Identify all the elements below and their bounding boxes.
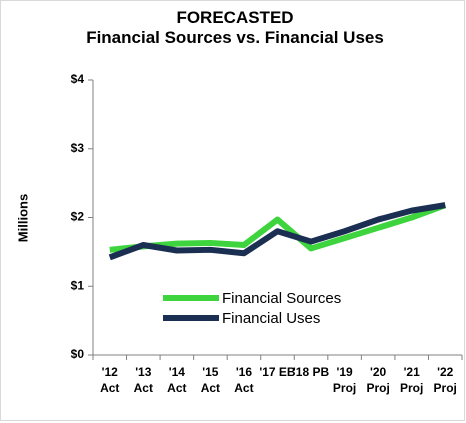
x-tick-label: '22 Proj <box>433 365 457 395</box>
x-tick-label: '18 PB <box>292 365 330 379</box>
y-tick-label: $4 <box>71 72 85 86</box>
y-tick-label: $3 <box>71 141 85 155</box>
y-tick-label: $1 <box>71 278 85 292</box>
x-tick-label: '15 Act <box>200 365 221 395</box>
x-tick-label: '17 EB <box>259 365 296 379</box>
y-tick-label: $0 <box>71 347 85 361</box>
line-series <box>109 202 447 253</box>
x-tick-label: '14 Act <box>167 365 187 395</box>
chart-subtitle: Financial Sources vs. Financial Uses <box>86 28 384 47</box>
x-tick-label: '21 Proj <box>400 365 424 395</box>
x-tick-label: '19 Proj <box>332 365 357 395</box>
x-tick-label: '12 Act <box>100 365 120 395</box>
legend-label: Financial Sources <box>222 290 341 307</box>
legend-label: Financial Uses <box>222 310 320 327</box>
y-tick-label: $2 <box>71 210 85 224</box>
line-series <box>108 202 446 261</box>
x-tick-label: '13 Act <box>133 365 153 395</box>
y-axis-label: Millions <box>15 194 30 242</box>
x-tick-label: '20 Proj <box>366 365 390 395</box>
chart-title: FORECASTED <box>176 8 294 27</box>
x-tick-label: '16 Act <box>234 365 254 395</box>
